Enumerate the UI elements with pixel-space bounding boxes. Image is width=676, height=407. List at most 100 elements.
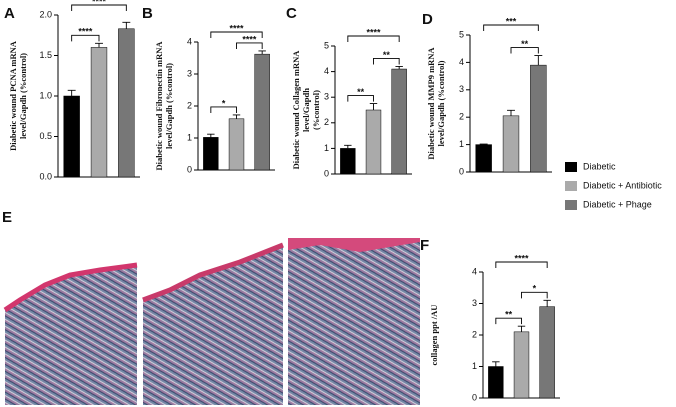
error-bar [543, 299, 551, 307]
significance-label: **** [366, 27, 381, 37]
error-bar [122, 21, 131, 29]
bar [203, 137, 219, 171]
y-tick-label: 5 [459, 29, 464, 39]
significance-bracket [495, 317, 522, 325]
epidermis [288, 238, 420, 252]
significance-label: ** [521, 39, 529, 49]
bar [90, 47, 108, 178]
y-tick-label: 0 [472, 392, 477, 402]
error-bar [479, 143, 488, 145]
histology-images: E [2, 209, 420, 405]
y-tick-label: 1 [459, 139, 464, 149]
significance-bracket [236, 42, 263, 49]
significance-bracket [210, 31, 263, 38]
error-bar [232, 114, 241, 119]
error-bar [507, 109, 515, 116]
significance-bracket [521, 291, 548, 299]
y-tick-label: 2 [324, 117, 329, 127]
panel-letter: E [2, 209, 12, 226]
y-tick-label: 2.0 [39, 9, 52, 19]
y-axis-label: level/Gapdh (%control) [18, 53, 28, 139]
error-bar [369, 103, 378, 110]
y-axis-label: level/Gapdh [301, 88, 311, 132]
bar [228, 118, 245, 171]
bar [513, 331, 530, 399]
significance-bracket [71, 4, 127, 11]
y-axis-label: level/Gapdh (%control) [164, 63, 174, 149]
significance-label: * [533, 284, 537, 294]
y-tick-label: 1 [472, 361, 477, 371]
bar [530, 64, 547, 173]
significance-label: **** [229, 23, 244, 33]
y-tick-label: 1.5 [39, 50, 52, 60]
panel-letter: A [4, 5, 15, 22]
significance-bracket [495, 261, 548, 268]
significance-bracket [347, 95, 374, 102]
significance-label: * [222, 98, 226, 108]
bar [254, 53, 270, 171]
y-tick-label: 0 [459, 166, 464, 176]
panel-letter: C [286, 5, 297, 22]
bar [475, 144, 492, 173]
legend-label: Diabetic [583, 161, 616, 171]
histology-image-2 [143, 245, 283, 405]
significance-label: *** [506, 16, 517, 26]
error-bar [258, 50, 266, 55]
bar [488, 366, 504, 399]
y-tick-label: 3 [459, 84, 464, 94]
significance-label: **** [514, 253, 529, 263]
bar [63, 95, 80, 178]
epidermis [3, 262, 138, 313]
legend-label: Diabetic + Phage [583, 199, 652, 209]
significance-bracket [373, 58, 400, 65]
y-tick-label: 4 [459, 57, 464, 67]
y-tick-label: 0 [187, 164, 192, 174]
significance-label: **** [242, 34, 257, 44]
y-tick-label: 0.5 [39, 131, 52, 141]
error-bar [517, 325, 526, 332]
significance-bracket [347, 35, 400, 42]
error-bar [95, 42, 103, 48]
bar [391, 68, 407, 175]
y-tick-label: 0 [324, 168, 329, 178]
error-bar [67, 89, 76, 96]
legend-label: Diabetic + Antibiotic [583, 180, 662, 190]
significance-label: **** [92, 0, 107, 6]
error-bar [492, 361, 500, 367]
significance-bracket [483, 24, 539, 31]
panel-letter: B [142, 5, 153, 22]
bar [502, 115, 520, 173]
y-tick-label: 1 [187, 132, 192, 142]
y-axis-label: Diabetic wound PCNA mRNA [8, 40, 18, 151]
panel-letter: D [422, 11, 433, 28]
y-tick-label: 3 [324, 92, 329, 102]
histology-image-1 [5, 265, 137, 405]
y-axis-label: Diabetic wound MMP9 mRNA [426, 47, 436, 160]
error-bar [207, 133, 215, 138]
histology-image-3 [288, 238, 420, 405]
y-tick-label: 3 [187, 68, 192, 78]
bar [365, 109, 382, 175]
significance-label: ** [357, 87, 365, 97]
panel-letter: F [420, 237, 429, 254]
error-bar [395, 66, 403, 70]
error-bar [534, 55, 543, 66]
significance-bracket [71, 34, 100, 42]
bar [539, 306, 555, 399]
epidermis [142, 242, 284, 303]
significance-label: ** [383, 50, 391, 60]
legend-swatch [565, 181, 577, 191]
y-axis-label: (%control) [311, 90, 321, 130]
significance-label: ** [505, 310, 513, 320]
y-tick-label: 4 [187, 36, 192, 46]
y-axis-label: Diabetic wound Fibronectin mRNA [154, 41, 164, 171]
y-tick-label: 2 [187, 100, 192, 110]
y-tick-label: 3 [472, 298, 477, 308]
y-axis-label: Diabetic wound Collagen mRNA [291, 50, 301, 170]
y-tick-label: 2 [459, 112, 464, 122]
y-tick-label: 1.0 [39, 90, 52, 100]
y-tick-label: 2 [472, 329, 477, 339]
y-axis-label: collagen ppt /AU [429, 305, 439, 366]
y-axis-label: level/Gapdh (%control) [436, 60, 446, 146]
